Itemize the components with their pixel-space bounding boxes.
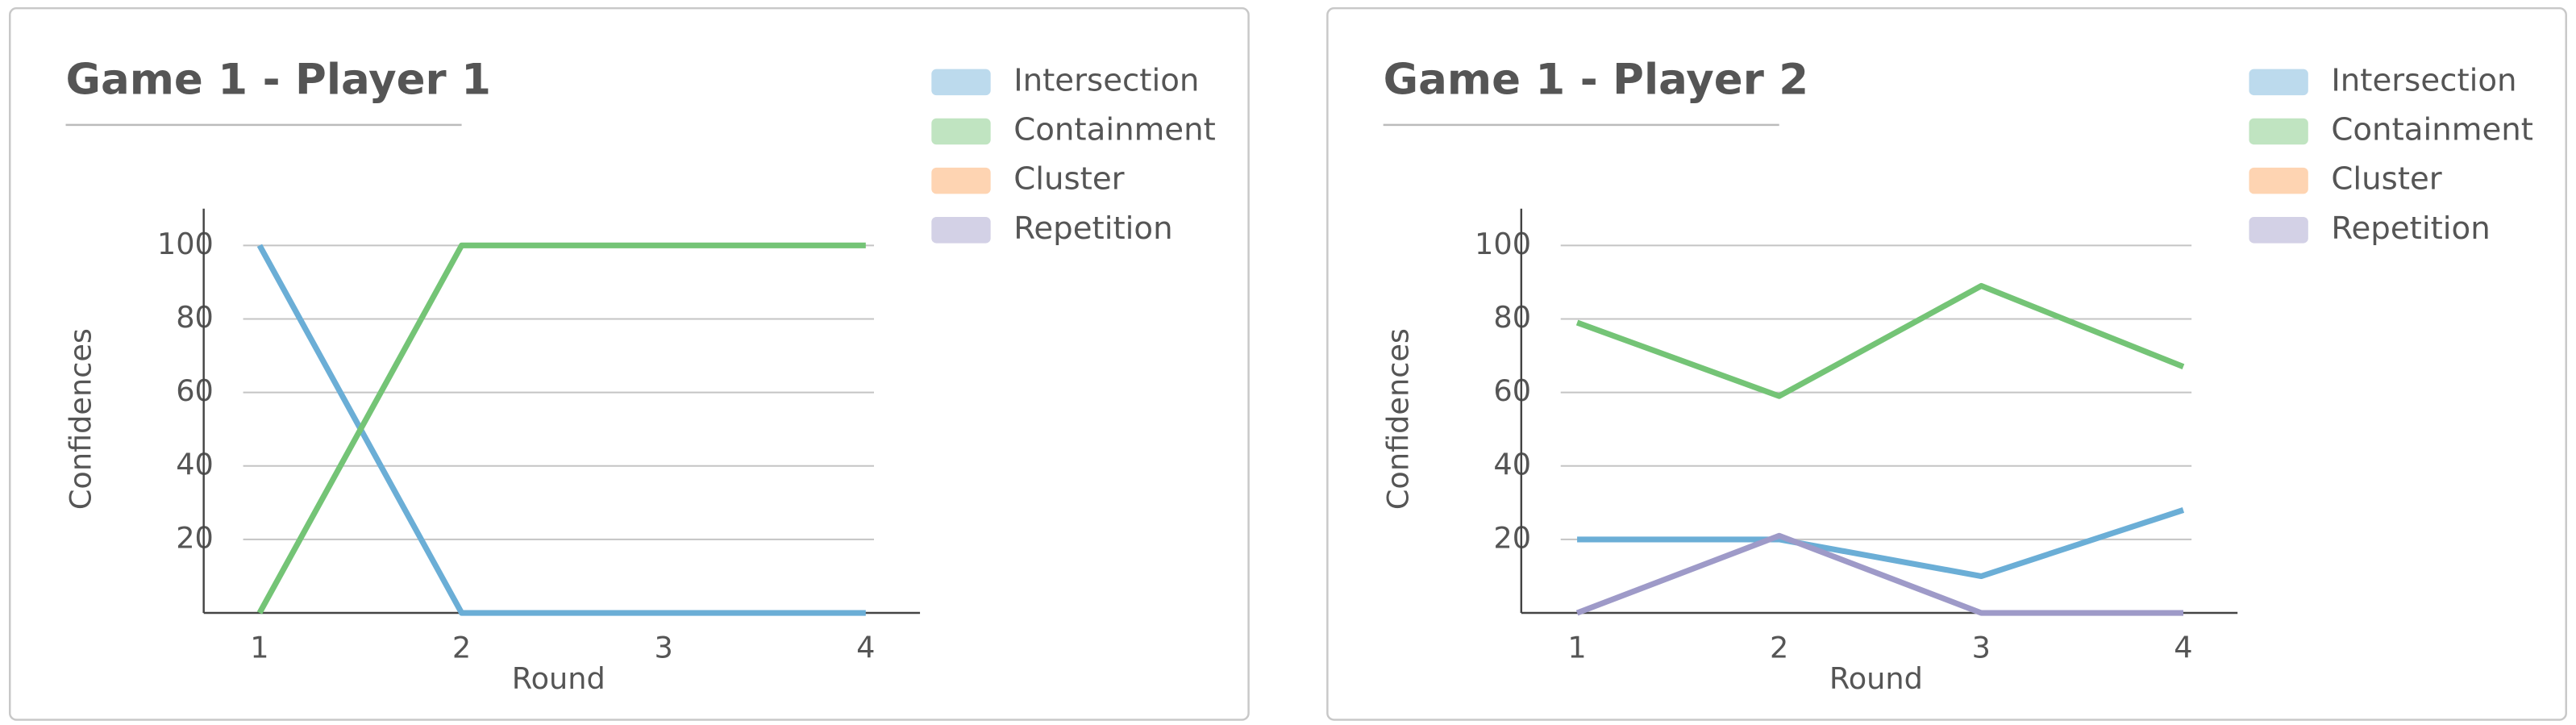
series-line [1575,282,2185,399]
y-tick-label: 20 [176,520,214,555]
y-axis-label: Confidences [1381,328,1416,510]
y-tick-label: 80 [1493,300,1531,335]
y-tick-label: 60 [1493,373,1531,408]
y-tick-label: 100 [1475,227,1531,261]
chart-title: Game 1 - Player 1 [66,56,491,105]
x-axis-label: Round [1829,661,1923,696]
legend-label: Containment [2331,112,2533,148]
y-tick-label: 20 [1493,520,1531,555]
series-line [256,242,866,615]
y-tick-label: 100 [157,227,214,261]
legend-label: Repetition [2331,210,2490,247]
legend-swatch [2249,216,2308,244]
x-tick-label: 2 [452,630,471,665]
x-tick-label: 1 [250,630,268,665]
dashboard: Game 1 - Player 1 20 40 60 80 100 1 2 3 4 Round Con… [9,6,2567,721]
series-line [1577,507,2185,580]
series-line [1575,532,2183,616]
x-tick-label: 3 [1972,630,1991,665]
legend-label: Intersection [2331,62,2516,98]
x-tick-label: 3 [655,630,673,665]
y-tick-label: 60 [176,373,214,408]
chart-title: Game 1 - Player 2 [1384,56,1808,105]
legend-swatch [2249,69,2308,96]
legend-label: Intersection [1013,62,1199,98]
y-tick-label: 40 [1493,447,1531,481]
legend-swatch [2249,118,2308,145]
chart-panel: Game 1 - Player 1 20 40 60 80 100 1 2 3 4 Round Con… [9,6,1250,721]
legend-swatch [931,167,991,194]
legend-label: Cluster [2331,161,2441,198]
x-axis-label: Round [512,661,606,696]
chart-panel: Game 1 - Player 2 20 40 60 80 100 1 2 3 4 Round Con… [1326,6,2567,721]
legend-swatch [931,118,991,145]
panel-border [9,6,1250,721]
x-tick-label: 4 [856,630,875,665]
x-tick-label: 4 [2174,630,2192,665]
legend-label: Repetition [1013,210,1172,247]
legend-swatch [931,216,991,244]
legend-label: Containment [1013,112,1216,148]
legend-swatch [2249,167,2308,194]
legend-label: Cluster [1013,161,1124,198]
y-tick-label: 80 [176,300,214,335]
y-tick-label: 40 [176,447,214,481]
x-tick-label: 1 [1567,630,1586,665]
x-tick-label: 2 [1770,630,1788,665]
y-axis-label: Confidences [63,328,98,510]
legend-swatch [931,69,991,96]
